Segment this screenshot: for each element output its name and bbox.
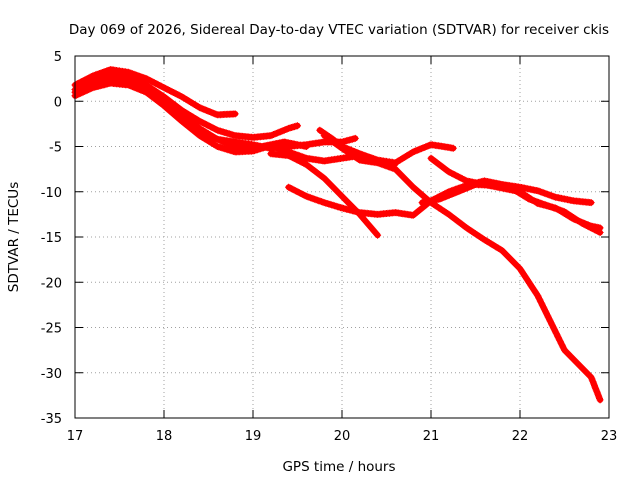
y-axis-title: SDTVAR / TECUs bbox=[6, 182, 22, 292]
chart-title: Day 069 of 2026, Sidereal Day-to-day VTE… bbox=[69, 22, 609, 38]
y-tick-label-4: -15 bbox=[41, 231, 62, 246]
x-tick-label-1: 18 bbox=[156, 429, 173, 444]
y-tick-label-3: -10 bbox=[41, 186, 62, 201]
y-tick-label-2: -5 bbox=[49, 141, 62, 156]
y-tick-label-1: 0 bbox=[54, 95, 62, 110]
x-tick-label-5: 22 bbox=[512, 429, 529, 444]
series-track-10 bbox=[267, 150, 382, 239]
series-markers-track-11 bbox=[418, 181, 604, 236]
series-track-11 bbox=[418, 181, 604, 236]
series-layer bbox=[71, 66, 604, 404]
x-tick-label-3: 20 bbox=[334, 429, 351, 444]
y-tick-label-5: -20 bbox=[41, 276, 62, 291]
y-tick-label-0: 5 bbox=[54, 50, 62, 65]
series-markers-track-10 bbox=[267, 150, 382, 239]
y-tick-label-7: -30 bbox=[41, 367, 62, 382]
x-tick-label-0: 17 bbox=[67, 429, 84, 444]
y-tick-label-6: -25 bbox=[41, 322, 62, 337]
x-tick-label-6: 23 bbox=[601, 429, 618, 444]
x-tick-label-2: 19 bbox=[245, 429, 262, 444]
x-tick-label-4: 21 bbox=[423, 429, 440, 444]
x-axis-title: GPS time / hours bbox=[282, 459, 395, 475]
tick-layer: 17 18 19 20 21 22 23 5 0 -5 -10 -15 -20 -25 -30 -35 bbox=[41, 50, 618, 444]
y-tick-label-8: -35 bbox=[41, 412, 62, 427]
